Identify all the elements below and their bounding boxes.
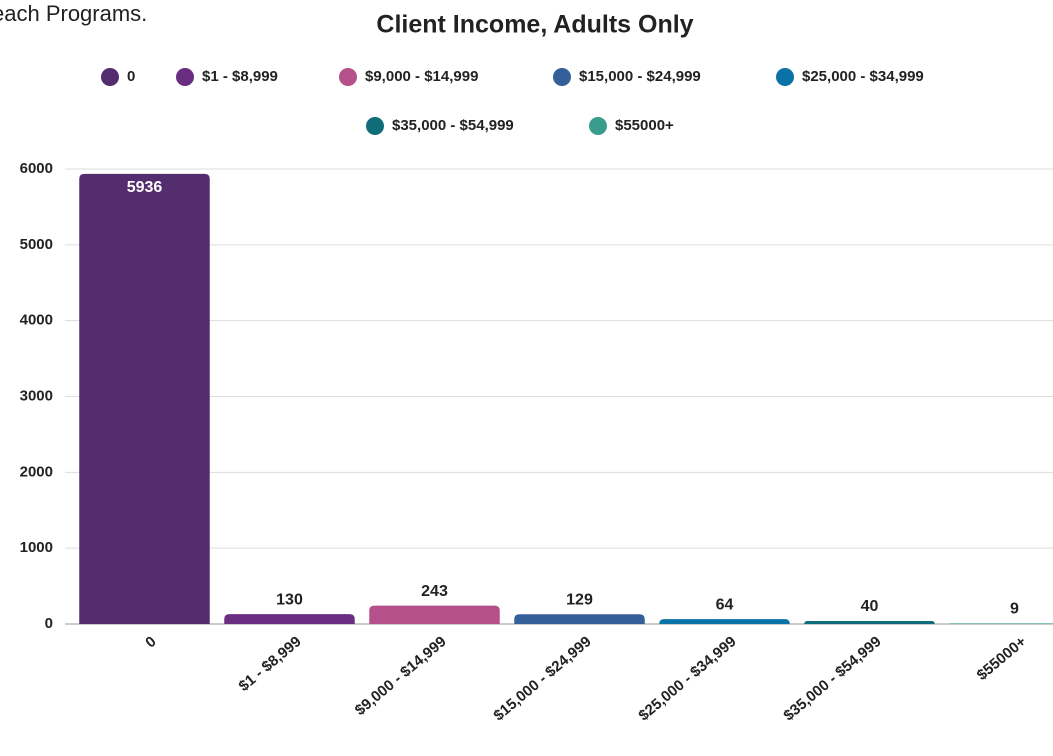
bar bbox=[369, 605, 500, 624]
bar bbox=[224, 614, 355, 624]
data-label: 64 bbox=[716, 596, 734, 613]
x-tick-label: $35,000 - $54,999 bbox=[780, 633, 884, 724]
data-label: 243 bbox=[421, 583, 448, 600]
legend-swatch bbox=[176, 68, 194, 86]
legend-label: $1 - $8,999 bbox=[202, 68, 278, 85]
y-tick-label: 5000 bbox=[20, 236, 53, 253]
x-tick-label: $1 - $8,999 bbox=[236, 633, 305, 695]
x-tick-label: 0 bbox=[142, 633, 159, 651]
legend-label: 0 bbox=[127, 68, 135, 85]
legend-label: $15,000 - $24,999 bbox=[579, 68, 701, 85]
x-tick-label: $9,000 - $14,999 bbox=[352, 633, 450, 719]
y-tick-label: 1000 bbox=[20, 539, 53, 556]
data-label: 5936 bbox=[127, 179, 163, 196]
legend-label: $9,000 - $14,999 bbox=[365, 68, 478, 85]
legend-swatch bbox=[366, 117, 384, 135]
y-tick-label: 6000 bbox=[20, 160, 53, 177]
page-text: each Programs. bbox=[0, 1, 147, 26]
legend-swatch bbox=[589, 117, 607, 135]
legend-swatch bbox=[776, 68, 794, 86]
legend-label: $55000+ bbox=[615, 117, 674, 134]
legend-swatch bbox=[101, 68, 119, 86]
bar bbox=[514, 614, 645, 624]
chart-title: Client Income, Adults Only bbox=[376, 11, 693, 39]
y-tick-label: 0 bbox=[45, 615, 53, 632]
data-label: 130 bbox=[276, 591, 303, 608]
bar bbox=[804, 620, 935, 624]
bar bbox=[659, 619, 790, 624]
legend-swatch bbox=[553, 68, 571, 86]
x-tick-label: $55000+ bbox=[974, 633, 1030, 684]
bar bbox=[79, 173, 210, 624]
legend-swatch bbox=[339, 68, 357, 86]
legend-label: $25,000 - $34,999 bbox=[802, 68, 924, 85]
y-tick-label: 4000 bbox=[20, 312, 53, 329]
y-tick-label: 3000 bbox=[20, 387, 53, 404]
data-label: 40 bbox=[861, 598, 879, 615]
data-label: 129 bbox=[566, 591, 593, 608]
bar bbox=[949, 623, 1053, 624]
x-tick-label: $15,000 - $24,999 bbox=[490, 633, 594, 724]
y-tick-label: 2000 bbox=[20, 463, 53, 480]
data-label: 9 bbox=[1010, 601, 1019, 618]
legend-label: $35,000 - $54,999 bbox=[392, 117, 514, 134]
x-tick-label: $25,000 - $34,999 bbox=[635, 633, 739, 724]
